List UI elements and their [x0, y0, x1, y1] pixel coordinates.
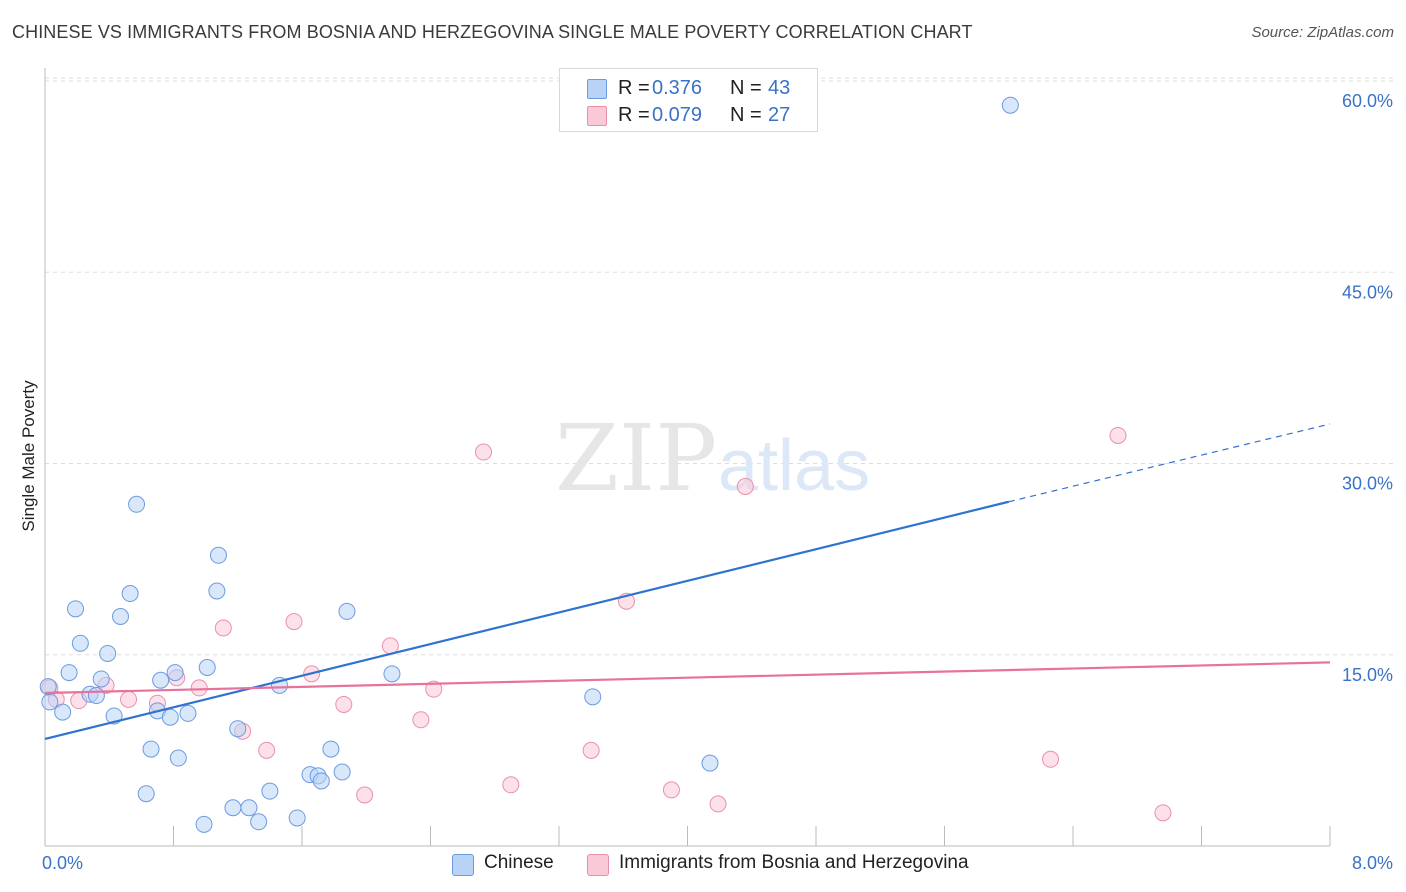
chinese-point: [250, 813, 268, 831]
legend-swatch-pink: [587, 106, 607, 126]
bottom-legend-swatch-pink: [587, 854, 609, 876]
chinese-point: [71, 634, 89, 652]
chinese-point: [137, 785, 155, 803]
bosnia-point: [475, 443, 493, 461]
chinese-point: [312, 772, 330, 790]
bosnia-point: [709, 795, 727, 813]
legend: R = 0.376 N = 43 R = 0.079 N = 27: [559, 68, 818, 132]
bottom-legend-label: Chinese: [484, 852, 554, 873]
chinese-point: [322, 740, 340, 758]
legend-r-value: 0.079: [652, 104, 703, 126]
chinese-point: [584, 688, 602, 706]
chinese-point: [240, 799, 258, 817]
chinese-point: [288, 809, 306, 827]
bosnia-point: [736, 477, 754, 495]
chinese-point: [111, 608, 129, 625]
chinese-point: [209, 546, 227, 564]
chinese-point: [338, 602, 356, 620]
y-tick-label: 30.0%: [1342, 474, 1393, 494]
chinese-point: [701, 754, 719, 772]
tick-labels: 15.0% 30.0% 45.0% 60.0% 0.0% 8.0%: [42, 91, 1393, 873]
bosnia-point: [425, 680, 443, 698]
bosnia-point: [1042, 750, 1060, 768]
bosnia-point: [335, 695, 353, 713]
chinese-trendline-extension: [1008, 423, 1331, 503]
chinese-point: [1001, 96, 1019, 114]
bosnia-point: [1154, 804, 1172, 822]
chinese-point: [152, 671, 170, 689]
legend-swatch-blue: [587, 79, 607, 99]
chinese-point: [54, 703, 72, 721]
gridlines: [45, 77, 1393, 656]
chinese-point: [128, 495, 146, 513]
bosnia-point: [412, 711, 430, 729]
chinese-point: [208, 582, 226, 600]
axes: [44, 68, 1331, 847]
chinese-point: [92, 670, 110, 688]
chinese-point: [333, 763, 351, 781]
blue-points: [39, 96, 1019, 833]
bosnia-point: [214, 619, 232, 637]
bosnia-point: [285, 613, 303, 631]
bosnia-point: [356, 786, 374, 804]
chinese-point: [198, 659, 216, 676]
bosnia-point: [502, 776, 520, 794]
bosnia-trendline: [44, 661, 1331, 695]
legend-row-bosnia: R = 0.079 N = 27: [560, 102, 817, 128]
chinese-point: [229, 720, 247, 738]
chinese-point: [67, 600, 85, 618]
chinese-point: [179, 704, 197, 722]
chinese-point: [166, 664, 184, 682]
bosnia-point: [662, 781, 680, 799]
chinese-point: [169, 749, 187, 767]
watermark: ZIP atlas: [555, 405, 870, 512]
legend-n-label: N =: [730, 104, 762, 126]
bosnia-point: [582, 741, 600, 759]
x-tick-label: 8.0%: [1352, 853, 1393, 873]
bosnia-point: [120, 690, 138, 708]
chinese-point: [39, 678, 57, 696]
chart-title: CHINESE VS IMMIGRANTS FROM BOSNIA AND HE…: [12, 22, 973, 42]
legend-r-label: R =: [618, 77, 650, 99]
chinese-point: [41, 693, 59, 711]
legend-n-value: 43: [768, 77, 791, 99]
bottom-legend-label: Immigrants from Bosnia and Herzegovina: [619, 852, 969, 873]
bosnia-point: [190, 679, 208, 697]
y-tick-label: 60.0%: [1342, 91, 1393, 111]
watermark-atlas: atlas: [718, 426, 870, 506]
y-tick-label: 45.0%: [1342, 282, 1393, 302]
chinese-point: [261, 782, 279, 800]
chinese-point: [383, 665, 401, 683]
chinese-point: [121, 585, 139, 603]
x-tick-label: 0.0%: [42, 853, 83, 873]
legend-row-chinese: R = 0.376 N = 43: [560, 75, 817, 101]
chinese-point: [142, 740, 160, 758]
bosnia-point: [258, 741, 276, 759]
chinese-trendline: [44, 500, 1010, 740]
y-axis-label: Single Male Poverty: [19, 380, 38, 532]
bosnia-point: [1109, 426, 1127, 444]
y-tick-label: 15.0%: [1342, 665, 1393, 685]
legend-r-value: 0.376: [652, 77, 703, 99]
chinese-point: [224, 799, 242, 817]
chinese-point: [87, 687, 105, 705]
chinese-point: [60, 664, 78, 682]
legend-r-label: R =: [618, 104, 650, 126]
source-label: Source: ZipAtlas.com: [1251, 24, 1394, 41]
chinese-point: [99, 644, 117, 662]
legend-n-value: 27: [768, 104, 791, 126]
legend-n-label: N =: [730, 77, 762, 99]
trendlines: [44, 423, 1331, 740]
chinese-point: [195, 815, 213, 833]
bottom-legend-swatch-blue: [452, 854, 474, 876]
chinese-point: [161, 708, 179, 726]
watermark-zip: ZIP: [555, 405, 717, 512]
